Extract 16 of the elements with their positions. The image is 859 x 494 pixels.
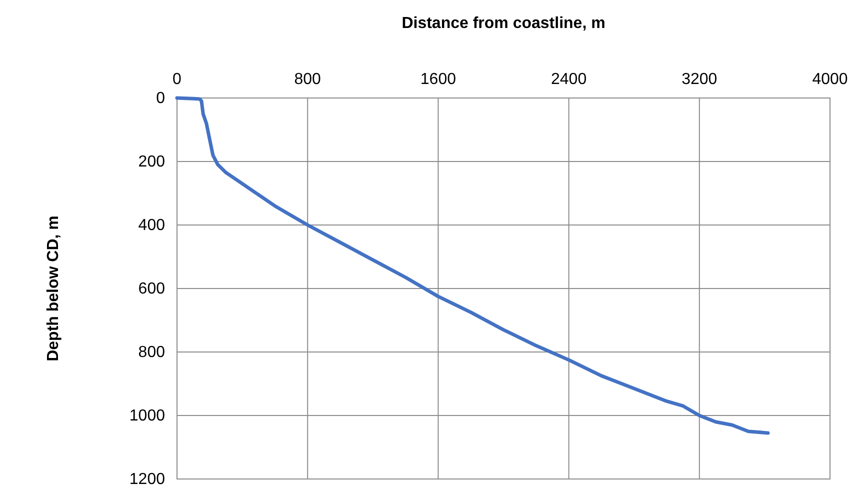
x-tick-label: 2400 bbox=[551, 71, 587, 88]
y-tick-label: 1200 bbox=[129, 471, 166, 488]
x-tick-label: 1600 bbox=[420, 71, 456, 88]
y-tick-label: 800 bbox=[138, 344, 166, 361]
y-tick-label: 0 bbox=[156, 90, 166, 107]
line-series bbox=[175, 96, 770, 435]
y-tick-label: 200 bbox=[138, 154, 166, 170]
y-tick-label: 400 bbox=[138, 217, 166, 234]
y-axis-title: Depth below CD, m bbox=[45, 216, 62, 362]
x-tick-label: 4000 bbox=[812, 71, 848, 88]
x-tick-label: 800 bbox=[294, 71, 322, 88]
x-tick-label: 3200 bbox=[682, 71, 718, 88]
y-tick-label: 1000 bbox=[129, 408, 166, 424]
y-tick-label: 600 bbox=[138, 280, 166, 298]
x-tick-label: 0 bbox=[172, 71, 182, 88]
x-axis-title: Distance from coastline, m bbox=[402, 15, 606, 32]
